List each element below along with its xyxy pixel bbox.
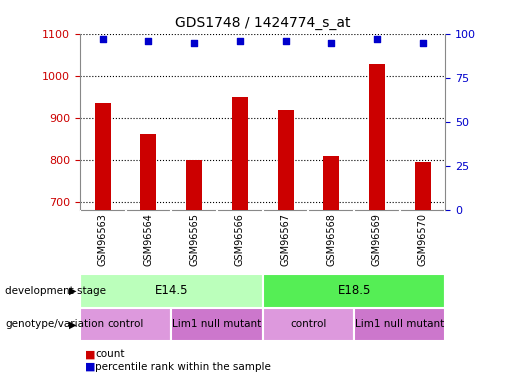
Bar [278,110,294,210]
Point [236,38,244,44]
Bar [171,308,263,341]
Bar [323,156,339,210]
Text: control: control [107,320,144,329]
Bar [186,160,202,210]
Bar [232,97,248,210]
Text: GSM96566: GSM96566 [235,213,245,266]
Text: ■: ■ [85,362,95,372]
Text: genotype/variation: genotype/variation [5,320,104,329]
Point [144,38,152,44]
Point [327,40,335,46]
Text: E18.5: E18.5 [337,284,371,297]
Bar [263,274,445,308]
Text: count: count [95,350,125,359]
Text: GSM96565: GSM96565 [189,213,199,266]
Text: ▶: ▶ [68,286,76,296]
Text: GSM96568: GSM96568 [326,213,336,266]
Text: percentile rank within the sample: percentile rank within the sample [95,362,271,372]
Text: Lim1 null mutant: Lim1 null mutant [173,320,262,329]
Point [281,38,289,44]
Bar [415,162,431,210]
Text: ▶: ▶ [68,320,76,329]
Bar [369,64,385,210]
Title: GDS1748 / 1424774_s_at: GDS1748 / 1424774_s_at [175,16,350,30]
Bar [263,308,354,341]
Text: GSM96569: GSM96569 [372,213,382,266]
Text: ■: ■ [85,350,95,359]
Point [98,36,107,42]
Text: GSM96563: GSM96563 [98,213,108,266]
Text: E14.5: E14.5 [154,284,188,297]
Point [190,40,198,46]
Text: development stage: development stage [5,286,106,296]
Bar [354,308,445,341]
Text: GSM96564: GSM96564 [143,213,153,266]
Text: Lim1 null mutant: Lim1 null mutant [355,320,444,329]
Point [373,36,381,42]
Point [419,40,427,46]
Bar [141,134,157,210]
Text: GSM96567: GSM96567 [281,213,290,266]
Bar [80,308,171,341]
Text: GSM96570: GSM96570 [418,213,427,266]
Bar [80,274,263,308]
Bar [95,103,111,210]
Text: control: control [290,320,327,329]
